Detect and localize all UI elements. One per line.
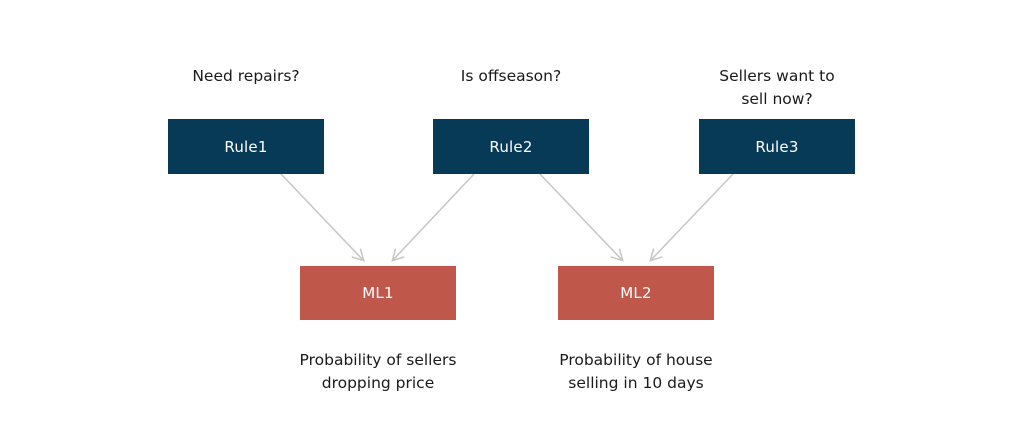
rule1-label: Rule1 bbox=[224, 137, 268, 156]
ml2-caption: Probability of house selling in 10 days bbox=[526, 349, 746, 395]
ml2-box: ML2 bbox=[558, 266, 714, 320]
question-sellers-line2: sell now? bbox=[741, 90, 813, 108]
ml1-caption-line2: dropping price bbox=[321, 374, 435, 392]
question-need-repairs-text: Need repairs? bbox=[192, 67, 300, 85]
ml2-label: ML2 bbox=[620, 284, 652, 302]
question-is-offseason: Is offseason? bbox=[433, 65, 589, 88]
question-sellers-want-to-sell: Sellers want to sell now? bbox=[699, 65, 855, 111]
ml2-caption-line1: Probability of house bbox=[559, 351, 713, 369]
question-need-repairs: Need repairs? bbox=[168, 65, 324, 88]
rule2-label: Rule2 bbox=[489, 137, 533, 156]
ml2-caption-line2: selling in 10 days bbox=[568, 374, 704, 392]
ml1-caption-line1: Probability of sellers bbox=[299, 351, 457, 369]
ml1-label: ML1 bbox=[362, 284, 394, 302]
rule3-box: Rule3 bbox=[699, 119, 855, 174]
arrow-rule1-to-ml1 bbox=[280, 173, 365, 262]
arrow-rule2-to-ml2 bbox=[539, 173, 624, 262]
rule1-box: Rule1 bbox=[168, 119, 324, 174]
arrow-rule3-to-ml2 bbox=[649, 173, 734, 262]
ml1-box: ML1 bbox=[300, 266, 456, 320]
ml1-caption: Probability of sellers dropping price bbox=[268, 349, 488, 395]
rule3-label: Rule3 bbox=[755, 137, 799, 156]
question-sellers-line1: Sellers want to bbox=[719, 67, 835, 85]
arrow-rule2-to-ml1 bbox=[391, 173, 475, 262]
question-is-offseason-text: Is offseason? bbox=[460, 67, 562, 85]
rule2-box: Rule2 bbox=[433, 119, 589, 174]
